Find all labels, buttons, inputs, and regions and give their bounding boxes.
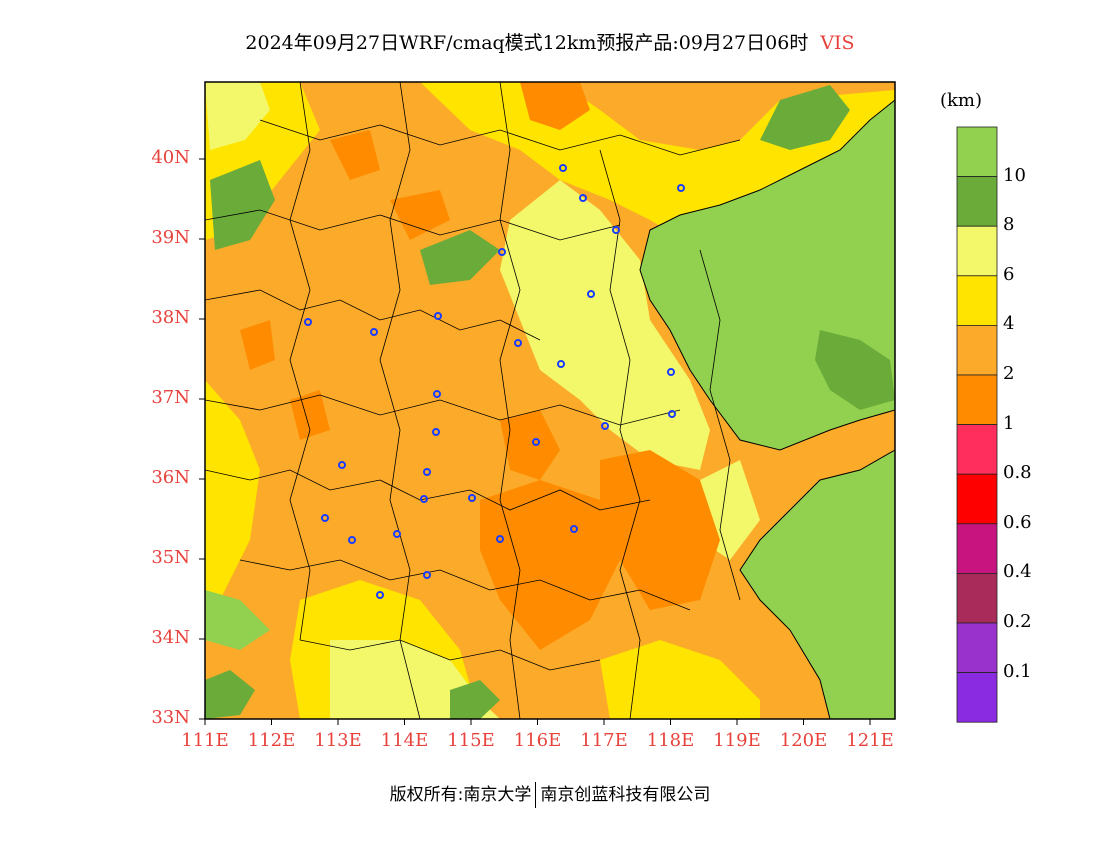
legend-swatch: [956, 225, 998, 277]
lon-label: 117E: [580, 730, 628, 751]
lat-label: 37N: [151, 387, 190, 408]
station-marker: [667, 368, 675, 376]
lon-label: 112E: [247, 730, 296, 751]
station-marker: [601, 422, 609, 430]
lat-label: 39N: [151, 227, 190, 248]
lat-label: 35N: [151, 547, 190, 568]
axis-ticks: [199, 158, 871, 725]
lat-label: 36N: [151, 467, 190, 488]
station-marker: [559, 164, 567, 172]
station-marker: [498, 248, 506, 256]
legend-swatch: [956, 176, 998, 227]
legend-unit: (km): [940, 90, 983, 111]
map-title: 2024年09月27日WRF/cmaq模式12km预报产品:09月27日06时 V…: [0, 28, 1100, 55]
station-markers: [304, 164, 685, 599]
lon-label: 121E: [846, 730, 894, 751]
footer-left: 版权所有:南京大学: [389, 785, 532, 805]
copyright-footer: 版权所有:南京大学 南京创蓝科技有限公司: [0, 780, 1100, 808]
boundaries: [205, 82, 895, 719]
legend-value-label: 8: [1003, 214, 1015, 236]
station-marker: [423, 468, 431, 476]
legend-colorbar: [956, 126, 998, 723]
station-marker: [668, 410, 676, 418]
legend-swatch: [956, 275, 998, 326]
station-marker: [587, 290, 595, 298]
legend-swatch: [956, 573, 998, 624]
lat-label: 40N: [151, 147, 190, 168]
station-marker: [432, 428, 440, 436]
legend-swatch: [956, 523, 998, 574]
legend-value-label: 1: [1003, 412, 1015, 434]
station-marker: [532, 438, 540, 446]
legend-value-label: 0.2: [1003, 611, 1032, 632]
legend-swatch: [956, 374, 998, 425]
lat-label: 38N: [151, 307, 190, 328]
lat-label: 34N: [151, 627, 190, 648]
station-marker: [579, 194, 587, 202]
legend-swatch: [956, 324, 998, 376]
lon-label: 116E: [513, 730, 562, 751]
legend-value-label: 10: [1003, 164, 1026, 186]
station-marker: [376, 591, 384, 599]
station-marker: [348, 536, 356, 544]
map-frame: [204, 81, 896, 720]
legend-swatch: [956, 126, 998, 177]
title-main: 2024年09月27日WRF/cmaq模式12km预报产品:09月27日06时: [245, 32, 809, 54]
station-marker: [433, 390, 441, 398]
legend-value-label: 0.8: [1003, 462, 1032, 484]
lon-label: 113E: [314, 730, 362, 751]
station-marker: [570, 525, 578, 533]
station-marker: [423, 571, 431, 579]
legend-value-label: 2: [1003, 363, 1015, 384]
station-marker: [338, 461, 346, 469]
lon-label: 120E: [779, 730, 828, 751]
legend-value-label: 4: [1003, 313, 1015, 335]
legend-swatch: [956, 424, 998, 475]
lon-label: 115E: [447, 730, 495, 751]
legend-value-label: 0.6: [1003, 511, 1032, 533]
station-marker: [393, 530, 401, 538]
station-marker: [677, 184, 685, 192]
title-variable: VIS: [820, 32, 855, 54]
legend-value-label: 6: [1003, 263, 1015, 285]
station-marker: [612, 226, 620, 234]
station-marker: [496, 535, 504, 543]
lon-label: 118E: [646, 730, 695, 751]
station-marker: [434, 312, 442, 320]
footer-separator: [535, 782, 537, 808]
legend-swatch: [956, 672, 998, 723]
legend-swatch: [956, 622, 998, 673]
lon-label: 111E: [181, 730, 229, 751]
station-marker: [304, 318, 312, 326]
legend-value-label: 0.4: [1003, 561, 1032, 583]
station-marker: [420, 495, 428, 503]
station-marker: [468, 494, 476, 502]
station-marker: [321, 514, 329, 522]
station-marker: [514, 339, 522, 347]
lon-label: 114E: [380, 730, 429, 751]
visibility-field: [205, 82, 895, 719]
lon-label: 119E: [713, 730, 761, 751]
station-marker: [557, 360, 565, 368]
footer-right: 南京创蓝科技有限公司: [540, 785, 711, 805]
legend-value-label: 0.1: [1003, 660, 1032, 682]
lat-label: 33N: [151, 707, 190, 728]
legend-swatch: [956, 473, 998, 525]
station-marker: [370, 328, 378, 336]
